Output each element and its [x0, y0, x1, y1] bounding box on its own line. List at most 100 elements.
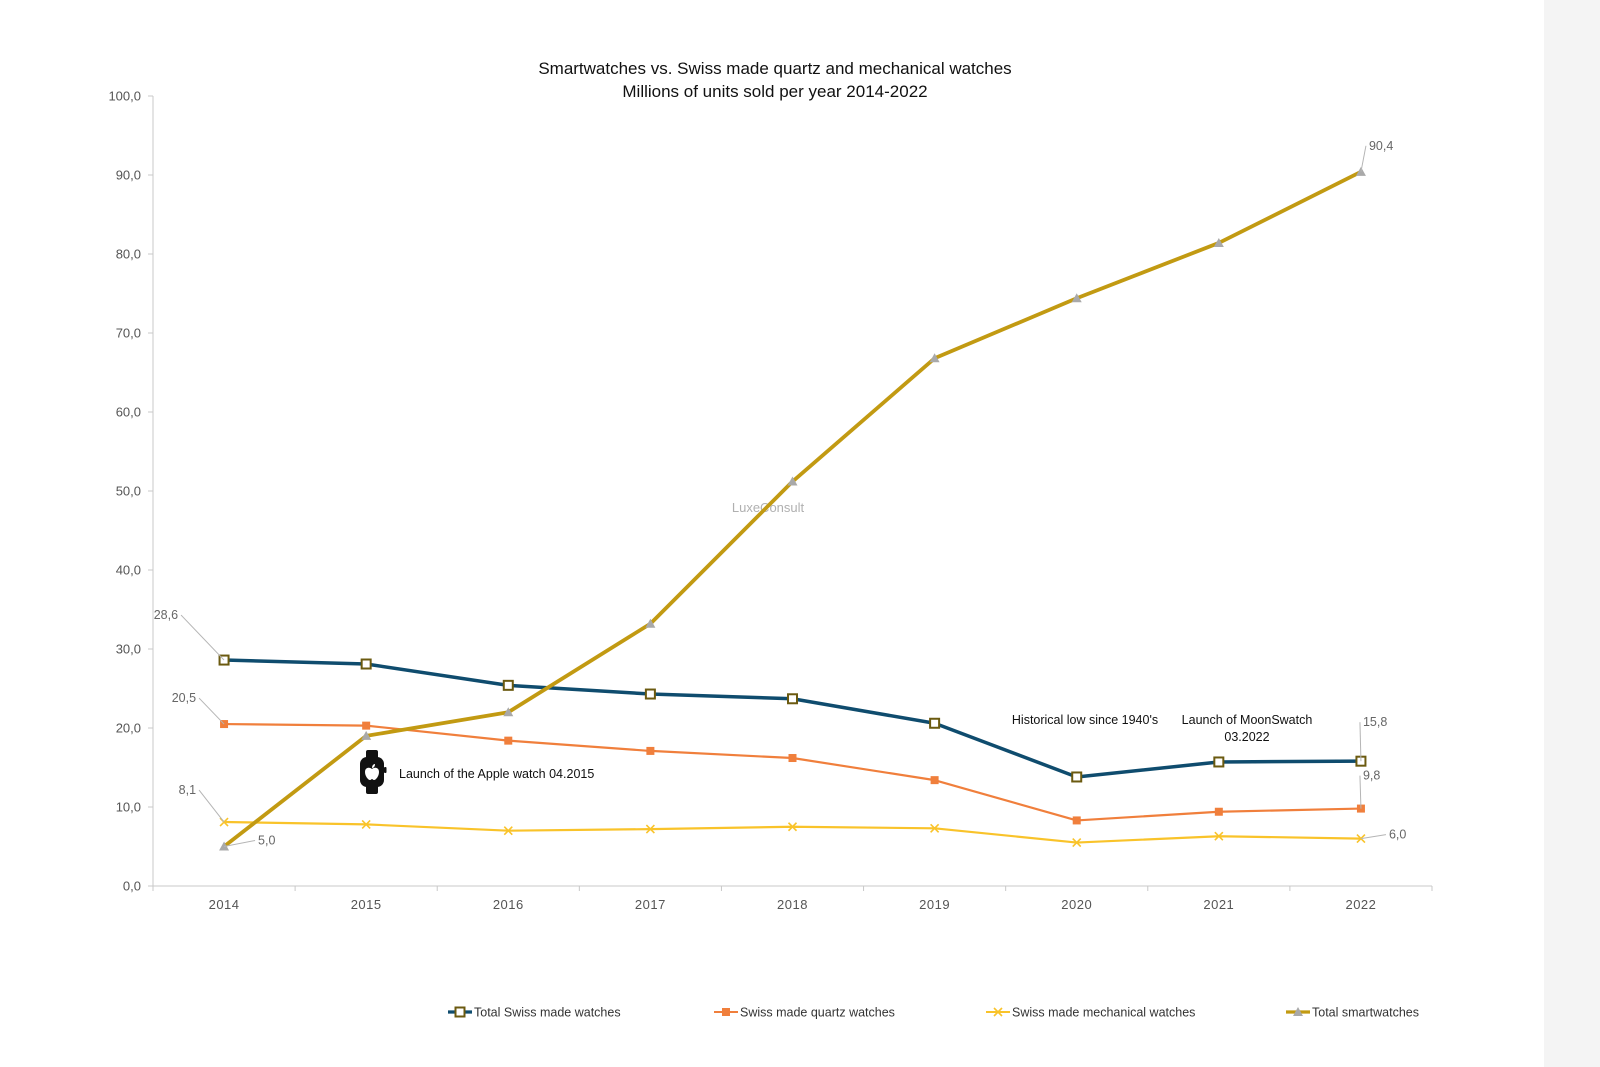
data-point-quartz — [930, 776, 939, 785]
data-point-smartwatches — [645, 618, 656, 628]
annotation-text: Launch of MoonSwatch — [1182, 713, 1313, 727]
data-label-quartz-8: 9,8 — [1359, 769, 1380, 809]
y-tick-label: 70,0 — [116, 326, 141, 341]
data-point-mechanical — [503, 826, 513, 836]
data-point-smartwatches — [361, 730, 372, 740]
y-tick-label: 10,0 — [116, 800, 141, 815]
historical-low-annotation: Historical low since 1940's — [1012, 713, 1158, 727]
x-tick-label: 2021 — [1203, 897, 1234, 912]
leader-line — [223, 840, 256, 847]
data-label-text: 6,0 — [1389, 828, 1406, 842]
chart-subtitle: Millions of units sold per year 2014-202… — [622, 82, 927, 101]
data-label-smartwatches-0: 5,0 — [223, 834, 275, 848]
series-quartz — [220, 720, 1365, 825]
data-label-text: 9,8 — [1363, 769, 1380, 783]
leader-line — [180, 614, 225, 661]
data-label-text: 8,1 — [179, 783, 196, 797]
data-point-smartwatches — [929, 353, 940, 363]
data-label-mechanical-8: 6,0 — [1360, 828, 1406, 842]
x-tick-label: 2022 — [1345, 897, 1376, 912]
data-point-mechanical — [930, 823, 940, 833]
series-line-mechanical — [224, 820, 1361, 844]
series-total_swiss — [218, 654, 1367, 783]
data-point-total_swiss — [360, 658, 372, 670]
data-label-text: 5,0 — [258, 834, 275, 848]
y-tick-label: 100,0 — [108, 89, 141, 104]
data-labels: 28,6 20,5 8,1 5,0 90,4 15,8 9,8 6,0 — [154, 139, 1407, 848]
data-label-smartwatches-8: 90,4 — [1360, 139, 1393, 172]
data-point-quartz — [646, 746, 655, 755]
y-tick-label: 60,0 — [116, 405, 141, 420]
apple-watch-annotation: Launch of the Apple watch 04.2015 — [360, 750, 594, 794]
data-point-quartz — [1214, 807, 1223, 816]
x-tick-label: 2014 — [209, 897, 240, 912]
data-point-mechanical — [787, 822, 798, 832]
x-tick-label: 2019 — [919, 897, 950, 912]
series-smartwatches — [219, 166, 1366, 851]
series-line-quartz — [224, 722, 1361, 822]
x-tick-label: 2015 — [351, 897, 382, 912]
data-point-mechanical — [1214, 831, 1224, 841]
legend-item-smartwatches: Total smartwatches — [1286, 1006, 1419, 1020]
legend-item-total_swiss: Total Swiss made watches — [448, 1006, 621, 1020]
leader-line — [1359, 775, 1362, 809]
y-tick-label: 50,0 — [116, 484, 141, 499]
y-tick-label: 80,0 — [116, 247, 141, 262]
legend-swatch-marker — [454, 1006, 466, 1018]
data-label-quartz-0: 20,5 — [172, 691, 225, 725]
leader-line — [1360, 834, 1387, 840]
series-layer — [218, 166, 1367, 851]
annotation-text: Historical low since 1940's — [1012, 713, 1158, 727]
data-label-text: 90,4 — [1369, 139, 1393, 153]
data-label-text: 20,5 — [172, 691, 196, 705]
data-point-smartwatches — [503, 707, 514, 717]
data-point-total_swiss — [644, 688, 656, 700]
right-edge-strip — [1544, 0, 1600, 1067]
x-tick-label: 2017 — [635, 897, 666, 912]
data-point-total_swiss — [787, 693, 798, 705]
axes: 0,0 10,0 20,0 30,0 40,0 50,0 60,0 70,0 80,0 90,0 1… — [108, 89, 1433, 912]
series-mechanical — [219, 817, 1366, 848]
y-tick-label: 0,0 — [123, 879, 141, 894]
leader-line — [1360, 145, 1367, 172]
legend-item-mechanical: Swiss made mechanical watches — [986, 1006, 1195, 1020]
legend-label: Swiss made mechanical watches — [1012, 1006, 1195, 1020]
data-point-mechanical — [1356, 834, 1366, 844]
data-point-mechanical — [361, 819, 371, 829]
y-tick-label: 90,0 — [116, 168, 141, 183]
x-tick-label: 2016 — [493, 897, 524, 912]
data-point-smartwatches — [1213, 237, 1224, 247]
data-label-total_swiss-0: 28,6 — [154, 608, 225, 661]
data-point-total_swiss — [502, 679, 514, 691]
data-label-total_swiss-8: 15,8 — [1359, 715, 1387, 762]
annotation-text: Launch of the Apple watch 04.2015 — [399, 767, 594, 781]
data-point-total_swiss — [929, 717, 941, 729]
apple-watch-icon — [360, 750, 387, 794]
leader-line — [198, 789, 225, 823]
data-point-total_swiss — [1213, 756, 1225, 768]
legend: Total Swiss made watches Swiss made quart… — [448, 1006, 1419, 1020]
y-tick-label: 20,0 — [116, 721, 141, 736]
legend-item-quartz: Swiss made quartz watches — [714, 1006, 895, 1020]
data-point-smartwatches — [1071, 293, 1082, 303]
leader-line — [1359, 722, 1362, 762]
chart-title: Smartwatches vs. Swiss made quartz and m… — [538, 59, 1011, 78]
y-tick-label: 40,0 — [116, 563, 141, 578]
legend-label: Total Swiss made watches — [474, 1006, 621, 1020]
annotations: Launch of the Apple watch 04.2015 Histori… — [360, 713, 1312, 794]
data-point-quartz — [1072, 816, 1081, 825]
data-label-text: 15,8 — [1363, 715, 1387, 729]
data-point-quartz — [788, 754, 797, 763]
data-point-mechanical — [1072, 837, 1082, 848]
x-tick-label: 2018 — [777, 897, 808, 912]
legend-label: Total smartwatches — [1312, 1006, 1419, 1020]
legend-swatch-marker — [993, 1007, 1003, 1017]
data-label-mechanical-0: 8,1 — [179, 783, 225, 823]
x-tick-label: 2020 — [1061, 897, 1092, 912]
y-tick-label: 30,0 — [116, 642, 141, 657]
leader-line — [198, 697, 225, 725]
data-point-total_swiss — [1071, 771, 1083, 783]
data-point-mechanical — [645, 824, 655, 834]
legend-label: Swiss made quartz watches — [740, 1006, 895, 1020]
